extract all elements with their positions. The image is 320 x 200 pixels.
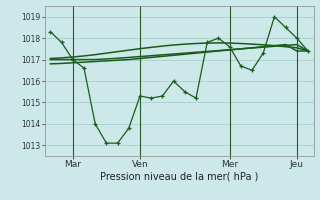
X-axis label: Pression niveau de la mer( hPa ): Pression niveau de la mer( hPa ): [100, 172, 258, 182]
